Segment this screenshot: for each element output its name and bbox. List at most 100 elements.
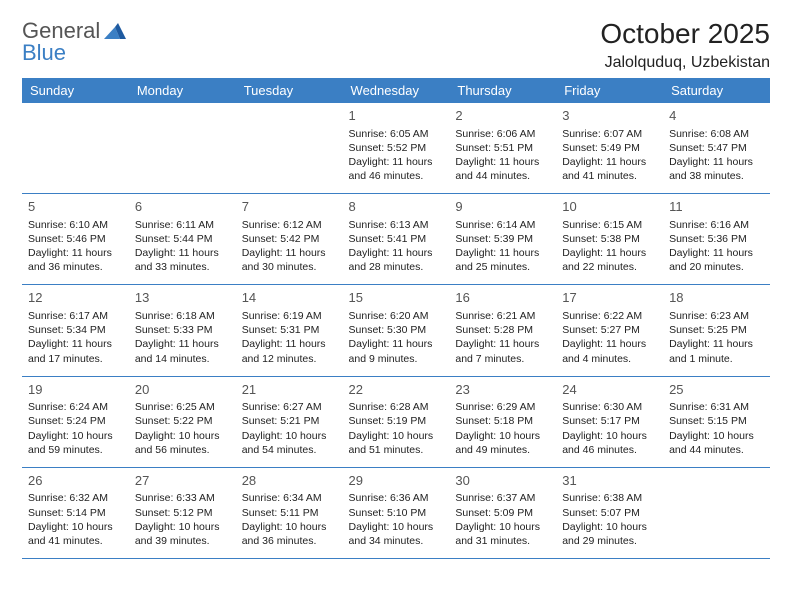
sunset-text: Sunset: 5:52 PM <box>349 141 444 155</box>
week-row: 26Sunrise: 6:32 AMSunset: 5:14 PMDayligh… <box>22 467 770 558</box>
title-block: October 2025 Jalolquduq, Uzbekistan <box>600 18 770 72</box>
sunset-text: Sunset: 5:36 PM <box>669 232 764 246</box>
day-cell: 31Sunrise: 6:38 AMSunset: 5:07 PMDayligh… <box>556 467 663 558</box>
day-number: 14 <box>242 289 337 307</box>
day-cell <box>129 103 236 194</box>
calendar-table: Sunday Monday Tuesday Wednesday Thursday… <box>22 78 770 559</box>
weekday-header: Thursday <box>449 78 556 103</box>
daylight-text: Daylight: 11 hours and 46 minutes. <box>349 155 444 183</box>
day-cell: 20Sunrise: 6:25 AMSunset: 5:22 PMDayligh… <box>129 376 236 467</box>
sunset-text: Sunset: 5:18 PM <box>455 414 550 428</box>
title-month: October 2025 <box>600 18 770 50</box>
day-cell: 12Sunrise: 6:17 AMSunset: 5:34 PMDayligh… <box>22 285 129 376</box>
day-number: 17 <box>562 289 657 307</box>
day-cell: 4Sunrise: 6:08 AMSunset: 5:47 PMDaylight… <box>663 103 770 194</box>
weekday-header: Friday <box>556 78 663 103</box>
weekday-header: Wednesday <box>343 78 450 103</box>
sunrise-text: Sunrise: 6:21 AM <box>455 309 550 323</box>
day-cell: 29Sunrise: 6:36 AMSunset: 5:10 PMDayligh… <box>343 467 450 558</box>
day-number: 18 <box>669 289 764 307</box>
daylight-text: Daylight: 11 hours and 25 minutes. <box>455 246 550 274</box>
sunrise-text: Sunrise: 6:11 AM <box>135 218 230 232</box>
sunrise-text: Sunrise: 6:32 AM <box>28 491 123 505</box>
day-cell: 6Sunrise: 6:11 AMSunset: 5:44 PMDaylight… <box>129 194 236 285</box>
daylight-text: Daylight: 11 hours and 9 minutes. <box>349 337 444 365</box>
daylight-text: Daylight: 11 hours and 14 minutes. <box>135 337 230 365</box>
day-cell: 22Sunrise: 6:28 AMSunset: 5:19 PMDayligh… <box>343 376 450 467</box>
brand-blue: Blue <box>22 40 100 66</box>
daylight-text: Daylight: 11 hours and 4 minutes. <box>562 337 657 365</box>
daylight-text: Daylight: 11 hours and 22 minutes. <box>562 246 657 274</box>
day-cell: 28Sunrise: 6:34 AMSunset: 5:11 PMDayligh… <box>236 467 343 558</box>
sunset-text: Sunset: 5:30 PM <box>349 323 444 337</box>
day-cell: 21Sunrise: 6:27 AMSunset: 5:21 PMDayligh… <box>236 376 343 467</box>
day-number: 19 <box>28 381 123 399</box>
day-cell <box>236 103 343 194</box>
daylight-text: Daylight: 11 hours and 38 minutes. <box>669 155 764 183</box>
sunrise-text: Sunrise: 6:30 AM <box>562 400 657 414</box>
sunrise-text: Sunrise: 6:16 AM <box>669 218 764 232</box>
sunset-text: Sunset: 5:17 PM <box>562 414 657 428</box>
daylight-text: Daylight: 11 hours and 30 minutes. <box>242 246 337 274</box>
sunrise-text: Sunrise: 6:12 AM <box>242 218 337 232</box>
sunrise-text: Sunrise: 6:27 AM <box>242 400 337 414</box>
day-number: 15 <box>349 289 444 307</box>
day-cell: 8Sunrise: 6:13 AMSunset: 5:41 PMDaylight… <box>343 194 450 285</box>
week-row: 12Sunrise: 6:17 AMSunset: 5:34 PMDayligh… <box>22 285 770 376</box>
week-row: 1Sunrise: 6:05 AMSunset: 5:52 PMDaylight… <box>22 103 770 194</box>
sunset-text: Sunset: 5:12 PM <box>135 506 230 520</box>
sunset-text: Sunset: 5:41 PM <box>349 232 444 246</box>
sunset-text: Sunset: 5:09 PM <box>455 506 550 520</box>
daylight-text: Daylight: 11 hours and 7 minutes. <box>455 337 550 365</box>
day-number: 13 <box>135 289 230 307</box>
weekday-header: Sunday <box>22 78 129 103</box>
day-number: 10 <box>562 198 657 216</box>
sunset-text: Sunset: 5:49 PM <box>562 141 657 155</box>
sunrise-text: Sunrise: 6:24 AM <box>28 400 123 414</box>
sunrise-text: Sunrise: 6:29 AM <box>455 400 550 414</box>
day-number: 25 <box>669 381 764 399</box>
sunrise-text: Sunrise: 6:15 AM <box>562 218 657 232</box>
sunrise-text: Sunrise: 6:22 AM <box>562 309 657 323</box>
day-number: 9 <box>455 198 550 216</box>
sunset-text: Sunset: 5:42 PM <box>242 232 337 246</box>
sunset-text: Sunset: 5:14 PM <box>28 506 123 520</box>
sunset-text: Sunset: 5:46 PM <box>28 232 123 246</box>
sunset-text: Sunset: 5:24 PM <box>28 414 123 428</box>
daylight-text: Daylight: 10 hours and 56 minutes. <box>135 429 230 457</box>
sunset-text: Sunset: 5:07 PM <box>562 506 657 520</box>
sunrise-text: Sunrise: 6:23 AM <box>669 309 764 323</box>
day-number: 22 <box>349 381 444 399</box>
sunrise-text: Sunrise: 6:33 AM <box>135 491 230 505</box>
sunset-text: Sunset: 5:51 PM <box>455 141 550 155</box>
day-cell: 7 Sunrise: 6:12 AMSunset: 5:42 PMDaylight… <box>236 194 343 285</box>
day-cell: 26Sunrise: 6:32 AMSunset: 5:14 PMDayligh… <box>22 467 129 558</box>
daylight-text: Daylight: 10 hours and 59 minutes. <box>28 429 123 457</box>
day-number: 2 <box>455 107 550 125</box>
daylight-text: Daylight: 11 hours and 41 minutes. <box>562 155 657 183</box>
day-cell: 15 Sunrise: 6:20 AMSunset: 5:30 PMDayligh… <box>343 285 450 376</box>
day-cell: 3Sunrise: 6:07 AMSunset: 5:49 PMDaylight… <box>556 103 663 194</box>
week-row: 5Sunrise: 6:10 AMSunset: 5:46 PMDaylight… <box>22 194 770 285</box>
sunrise-text: Sunrise: 6:06 AM <box>455 127 550 141</box>
day-cell: 27Sunrise: 6:33 AMSunset: 5:12 PMDayligh… <box>129 467 236 558</box>
day-cell: 30Sunrise: 6:37 AMSunset: 5:09 PMDayligh… <box>449 467 556 558</box>
sunrise-text: Sunrise: 6:14 AM <box>455 218 550 232</box>
day-number: 7 <box>242 198 337 216</box>
day-cell: 13Sunrise: 6:18 AMSunset: 5:33 PMDayligh… <box>129 285 236 376</box>
day-cell: 9Sunrise: 6:14 AMSunset: 5:39 PMDaylight… <box>449 194 556 285</box>
sunset-text: Sunset: 5:31 PM <box>242 323 337 337</box>
daylight-text: Daylight: 11 hours and 44 minutes. <box>455 155 550 183</box>
sunset-text: Sunset: 5:21 PM <box>242 414 337 428</box>
sunrise-text: Sunrise: 6:20 AM <box>349 309 444 323</box>
day-cell <box>663 467 770 558</box>
daylight-text: Daylight: 10 hours and 34 minutes. <box>349 520 444 548</box>
day-cell: 18Sunrise: 6:23 AMSunset: 5:25 PMDayligh… <box>663 285 770 376</box>
sunrise-text: Sunrise: 6:10 AM <box>28 218 123 232</box>
day-number: 27 <box>135 472 230 490</box>
sunset-text: Sunset: 5:34 PM <box>28 323 123 337</box>
daylight-text: Daylight: 10 hours and 54 minutes. <box>242 429 337 457</box>
day-cell: 11Sunrise: 6:16 AMSunset: 5:36 PMDayligh… <box>663 194 770 285</box>
sunset-text: Sunset: 5:22 PM <box>135 414 230 428</box>
day-cell: 1Sunrise: 6:05 AMSunset: 5:52 PMDaylight… <box>343 103 450 194</box>
